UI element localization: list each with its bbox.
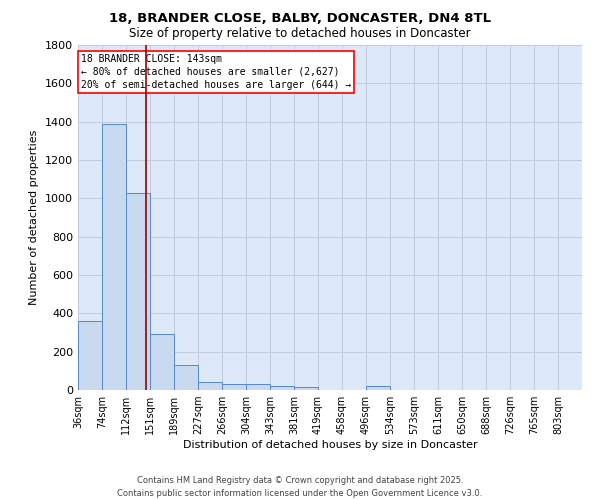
Bar — [102, 124, 126, 390]
Text: 18, BRANDER CLOSE, BALBY, DONCASTER, DN4 8TL: 18, BRANDER CLOSE, BALBY, DONCASTER, DN4… — [109, 12, 491, 26]
Bar — [174, 365, 198, 390]
Text: 18 BRANDER CLOSE: 143sqm
← 80% of detached houses are smaller (2,627)
20% of sem: 18 BRANDER CLOSE: 143sqm ← 80% of detach… — [80, 54, 351, 90]
Bar — [222, 384, 246, 390]
Text: Contains HM Land Registry data © Crown copyright and database right 2025.
Contai: Contains HM Land Registry data © Crown c… — [118, 476, 482, 498]
Bar — [198, 382, 222, 390]
Bar — [126, 192, 150, 390]
Bar — [78, 321, 102, 390]
X-axis label: Distribution of detached houses by size in Doncaster: Distribution of detached houses by size … — [182, 440, 478, 450]
Text: Size of property relative to detached houses in Doncaster: Size of property relative to detached ho… — [129, 28, 471, 40]
Y-axis label: Number of detached properties: Number of detached properties — [29, 130, 40, 305]
Bar — [294, 387, 318, 390]
Bar — [366, 386, 390, 390]
Bar — [246, 384, 270, 390]
Bar — [150, 334, 174, 390]
Bar — [270, 386, 294, 390]
